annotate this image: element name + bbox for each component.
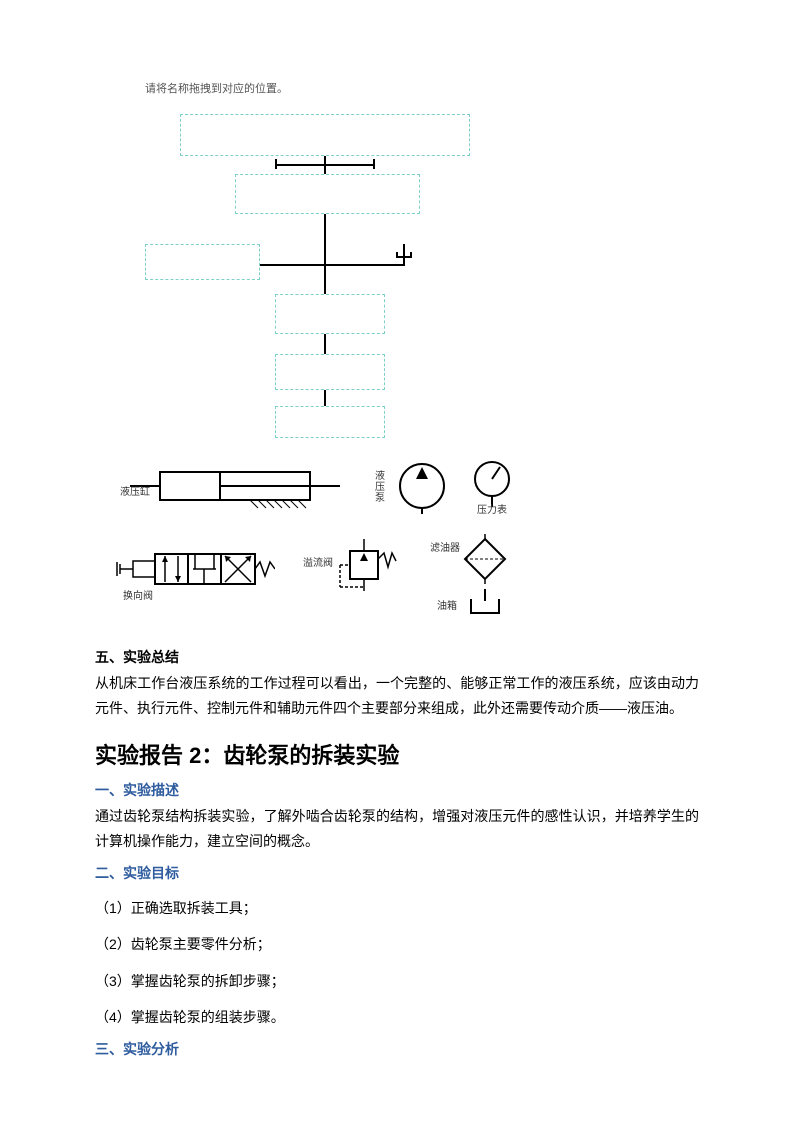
- pump-label: 液压泵: [375, 471, 389, 504]
- goal-1: （1）正确选取拆装工具；: [95, 897, 699, 919]
- drop-zone-3[interactable]: [145, 244, 260, 280]
- section-5-body: 从机床工作台液压系统的工作过程可以看出，一个完整的、能够正常工作的液压系统，应该…: [95, 671, 699, 720]
- drop-zone-1[interactable]: [180, 114, 470, 156]
- drop-zone-5[interactable]: [275, 354, 385, 390]
- drop-zone-6[interactable]: [275, 406, 385, 438]
- goal-3: （3）掌握齿轮泵的拆卸步骤；: [95, 970, 699, 992]
- filter-label: 滤油器: [430, 539, 460, 554]
- relief-valve-icon: [330, 539, 400, 599]
- component-symbols: 液压缸 液压泵 压力表: [105, 459, 605, 639]
- tank-symbol-icon: [395, 244, 413, 258]
- tank-label: 油箱: [437, 597, 457, 612]
- report-2-title: 实验报告 2：齿轮泵的拆装实验: [95, 738, 699, 770]
- section-1-heading: 一、实验描述: [95, 780, 699, 800]
- flowchart-diagram: [125, 104, 545, 454]
- goal-4: （4）掌握齿轮泵的组装步骤。: [95, 1006, 699, 1028]
- valve-label: 换向阀: [123, 587, 153, 602]
- relief-label: 溢流阀: [303, 554, 333, 569]
- cylinder-label: 液压缸: [120, 483, 150, 498]
- tank-icon: [465, 589, 505, 617]
- drop-zone-2[interactable]: [235, 174, 420, 214]
- section-5-heading: 五、实验总结: [95, 647, 699, 667]
- cylinder-icon: [130, 464, 350, 514]
- section-2-heading: 二、实验目标: [95, 863, 699, 883]
- goal-2: （2）齿轮泵主要零件分析；: [95, 933, 699, 955]
- section-3-heading: 三、实验分析: [95, 1039, 699, 1059]
- pump-icon: [395, 459, 450, 514]
- filter-icon: [460, 534, 510, 584]
- section-1-body: 通过齿轮泵结构拆装实验，了解外啮合齿轮泵的结构，增强对液压元件的感性认识，并培养…: [95, 804, 699, 853]
- drop-zone-4[interactable]: [275, 294, 385, 334]
- drag-instruction: 请将名称拖拽到对应的位置。: [145, 80, 699, 96]
- gauge-label: 压力表: [477, 501, 507, 516]
